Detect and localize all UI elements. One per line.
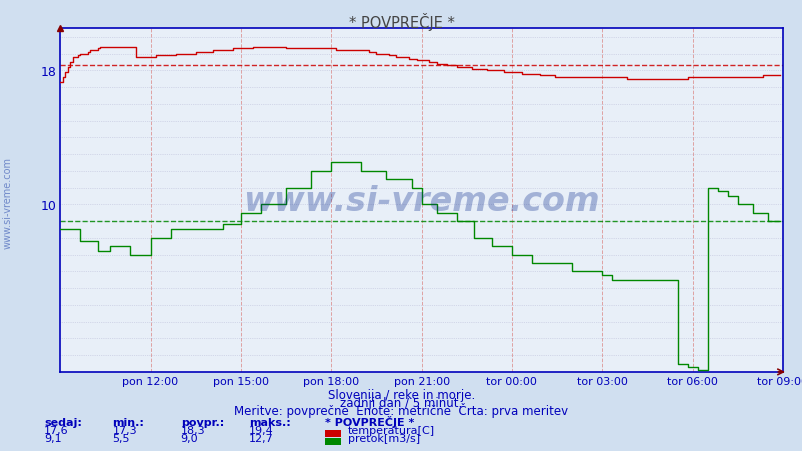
Text: * POVPREČJE *: * POVPREČJE *	[348, 13, 454, 31]
Text: 19,4: 19,4	[249, 425, 273, 435]
Text: 5,5: 5,5	[112, 433, 130, 443]
Text: 12,7: 12,7	[249, 433, 273, 443]
Text: 9,0: 9,0	[180, 433, 198, 443]
Text: zadnji dan / 5 minut.: zadnji dan / 5 minut.	[340, 396, 462, 409]
Text: Slovenija / reke in morje.: Slovenija / reke in morje.	[327, 388, 475, 401]
Text: povpr.:: povpr.:	[180, 417, 224, 427]
Text: temperatura[C]: temperatura[C]	[347, 425, 434, 435]
Text: maks.:: maks.:	[249, 417, 290, 427]
Text: 17,3: 17,3	[112, 425, 137, 435]
Text: 17,6: 17,6	[44, 425, 69, 435]
Text: pretok[m3/s]: pretok[m3/s]	[347, 433, 419, 443]
Text: www.si-vreme.com: www.si-vreme.com	[243, 184, 599, 217]
Text: min.:: min.:	[112, 417, 144, 427]
Text: * POVPREČJE *: * POVPREČJE *	[325, 415, 414, 427]
Text: sedaj:: sedaj:	[44, 417, 82, 427]
Text: www.si-vreme.com: www.si-vreme.com	[3, 157, 13, 249]
Text: Meritve: povprečne  Enote: metrične  Črta: prva meritev: Meritve: povprečne Enote: metrične Črta:…	[234, 402, 568, 417]
Text: 9,1: 9,1	[44, 433, 62, 443]
Text: 18,3: 18,3	[180, 425, 205, 435]
